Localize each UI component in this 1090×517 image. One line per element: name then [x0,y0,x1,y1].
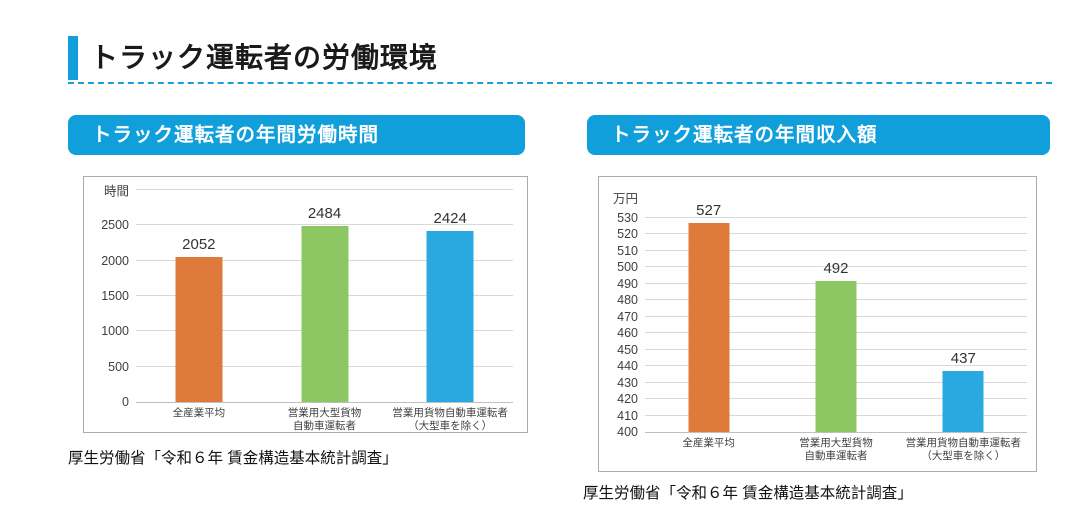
y-axis-tick-label: 0 [122,395,129,409]
category-label: 営業用貨物自動車運転者 （大型車を除く） [392,407,508,432]
section-header-annual-income: トラック運転者の年間収入額 [587,115,1050,155]
gridline [645,233,1027,235]
bar-value-label: 2484 [307,205,342,223]
y-axis-tick-label: 430 [617,375,638,390]
bar [815,280,857,432]
y-axis-tick-label: 440 [617,359,638,374]
plot-area: 0 500 1000 1500 2000 2500 時間 2052 全産業平均 2484 営業用大型… [101,185,513,432]
bar [688,222,730,432]
y-axis-tick-label: 1500 [101,289,129,303]
source-note: 厚生労働省「令和６年 賃金構造基本統計調査」 [68,450,398,467]
gridline [136,189,513,190]
page-title: トラック運転者の労働環境 [90,42,439,73]
section-header-label: トラック運転者の年間労働時間 [92,124,380,146]
bars-container: 2052 全産業平均 2484 営業用大型貨物 自動車運転者 2424 営業用貨物自動車運… [136,190,513,432]
y-axis-tick-label: 470 [617,309,638,324]
section-header-working-hours: トラック運転者の年間労働時間 [68,115,525,155]
section-header-label: トラック運転者の年間収入額 [611,124,878,146]
bar [942,371,984,432]
bar-slot: 2052 全産業平均 [136,190,262,419]
bar [426,230,474,402]
category-label: 営業用貨物自動車運転者 （大型車を除く） [905,437,1022,462]
gridline [136,224,513,226]
y-axis-tick-label: 420 [617,392,638,407]
y-axis-tick-label: 490 [617,276,638,291]
bars-container: 527 全産業平均 492 営業用大型貨物 自動車運転者 437 営業用貨物自動車運転者 … [645,202,1027,462]
bar-value-label: 2424 [433,209,467,227]
y-axis-tick-label: 2500 [101,218,129,233]
category-label: 全産業平均 [682,437,735,449]
chart-working-hours: 0 500 1000 1500 2000 2500 時間 2052 全産業平均 2484 営業用大型… [83,176,528,433]
category-label: 営業用大型貨物 自動車運転者 [799,437,873,462]
category-label: 全産業平均 [172,407,226,419]
y-axis-tick-label: 460 [617,326,638,341]
y-axis-tick-label: 1000 [101,324,129,339]
y-axis-unit-label: 万円 [612,192,638,206]
y-axis-tick-label: 530 [617,211,638,225]
category-label: 営業用大型貨物 自動車運転者 [287,407,362,432]
bar-slot: 2484 営業用大型貨物 自動車運転者 [262,190,388,432]
bar [301,226,348,402]
chart-annual-income: 400 410 420 430 440 450 460 470 480 490 500 510 520 5… [598,176,1037,472]
y-axis-tick-label: 480 [617,293,638,308]
y-axis-unit-label: 時間 [103,184,129,199]
title-accent-bar [68,36,78,80]
source-note: 厚生労働省「令和６年 賃金構造基本統計調査」 [583,485,913,502]
bar-value-label: 492 [823,259,849,277]
bar-value-label: 437 [950,350,976,368]
bar-slot: 437 営業用貨物自動車運転者 （大型車を除く） [900,218,1027,462]
gridline [645,249,1027,251]
bar-slot: 2424 営業用貨物自動車運転者 （大型車を除く） [387,190,513,432]
y-axis-tick-label: 500 [108,359,129,374]
gridline [645,266,1027,268]
bar-slot: 527 全産業平均 [645,202,772,449]
y-axis-tick-label: 400 [617,425,638,439]
y-axis-tick-label: 520 [617,227,638,242]
y-axis-tick-label: 510 [617,243,638,258]
bar [175,257,223,402]
page-title-block: トラック運転者の労働環境 [68,30,1052,84]
y-axis-tick-label: 450 [617,342,638,357]
y-axis-tick-label: 410 [617,408,638,423]
plot-area: 400 410 420 430 440 450 460 470 480 490 500 510 520 5… [613,192,1027,462]
bar-value-label: 2052 [182,236,216,253]
y-axis-tick-label: 2000 [101,253,129,268]
bar-slot: 492 営業用大型貨物 自動車運転者 [772,218,899,462]
gridline [645,217,1027,218]
bar-value-label: 527 [696,201,722,219]
y-axis-tick-label: 500 [617,260,638,275]
